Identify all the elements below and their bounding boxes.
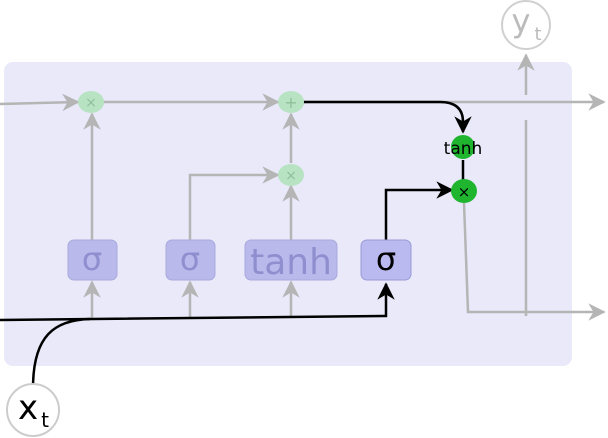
- op-forget-multiply-label: ×: [85, 95, 97, 111]
- active-paths: [0, 100, 472, 389]
- output-node-yt-main: y: [512, 2, 531, 40]
- op-forget-multiply: ×: [78, 91, 104, 113]
- input-node-xt-main: x: [18, 388, 38, 428]
- gate-output-label: σ: [376, 240, 396, 278]
- op-cell-tanh-label: tanh: [444, 139, 483, 159]
- op-input-multiply: ×: [278, 164, 304, 186]
- lstm-cell-background: [4, 62, 572, 366]
- input-node-xt: x t: [6, 383, 60, 437]
- gate-candidate-label: tanh: [250, 242, 332, 283]
- output-node-yt: y t: [501, 0, 551, 50]
- inactive-paths: [0, 53, 606, 321]
- gate-input: σ: [165, 239, 216, 281]
- op-cell-add: +: [278, 91, 304, 113]
- op-input-multiply-label: ×: [285, 168, 297, 184]
- gate-forget: σ: [67, 239, 118, 281]
- op-output-multiply: ×: [451, 179, 477, 203]
- gate-forget-label: σ: [82, 240, 102, 278]
- op-output-multiply-label: ×: [458, 183, 471, 201]
- gate-input-label: σ: [180, 240, 200, 278]
- op-cell-add-label: +: [284, 93, 297, 112]
- output-node-yt-sub: t: [534, 24, 541, 45]
- op-cell-tanh: tanh: [444, 135, 483, 159]
- input-node-xt-sub: t: [41, 408, 49, 432]
- gate-candidate: tanh: [244, 239, 338, 283]
- gate-output: σ: [360, 239, 412, 281]
